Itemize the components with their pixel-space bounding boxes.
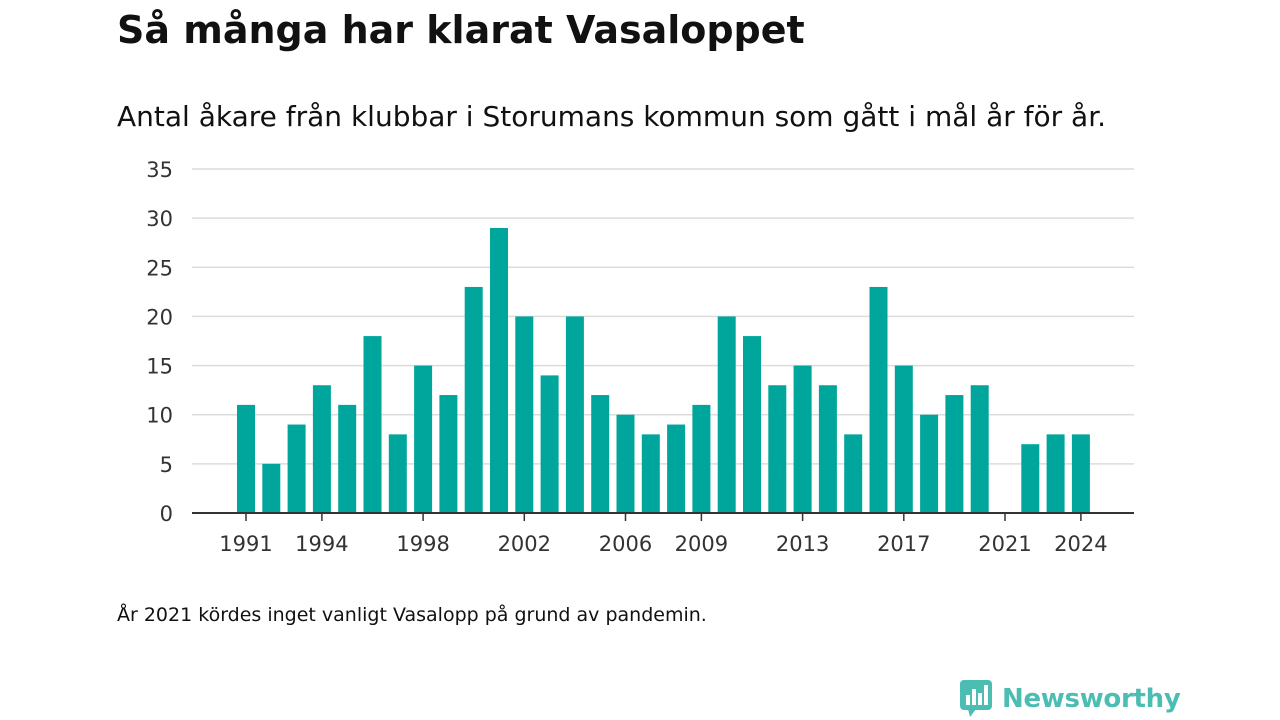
x-tick-label: 1991 [219,532,272,556]
x-tick-label: 2009 [675,532,728,556]
bar-chart: 0 5 10 15 20 25 30 35 1991 1994 1998 2002 2006 2009 2… [146,158,1134,556]
y-tick-label: 10 [146,404,173,428]
bar [464,286,483,513]
bar [287,424,306,513]
bars [237,227,1090,513]
bar [312,385,331,513]
bar [970,385,989,513]
chart-subtitle: Antal åkare från klubbar i Storumans kom… [117,100,1107,133]
bar [591,395,610,513]
bar [768,385,787,513]
bar [1046,434,1065,513]
y-tick-label: 15 [146,355,173,379]
bar [616,414,635,513]
x-tick-label: 2006 [599,532,652,556]
bar [920,414,939,513]
brand-name: Newsworthy [1002,684,1181,714]
x-tick-label: 2017 [877,532,930,556]
y-tick-label: 35 [146,158,173,182]
grid-lines [192,168,1134,465]
y-tick-label: 0 [160,502,173,526]
bar [338,404,357,513]
bar [439,395,458,513]
bar [388,434,407,513]
footnote: År 2021 kördes inget vanligt Vasalopp på… [117,604,707,626]
bar [565,316,584,513]
bar [692,404,711,513]
x-axis: 1991 1994 1998 2002 2006 2009 2013 2017 2021 2024 [192,512,1134,556]
chart-title: Så många har klarat Vasaloppet [117,8,805,52]
y-axis: 0 5 10 15 20 25 30 35 [146,158,173,526]
bar [894,365,913,513]
x-tick-label: 2002 [498,532,551,556]
bar [540,375,559,513]
bar [1021,444,1040,513]
bar [262,463,281,513]
y-tick-label: 25 [146,256,173,280]
bar [490,227,508,513]
bar [818,385,837,513]
brand-logo: Newsworthy [960,680,1181,718]
bar [1071,434,1090,513]
bar [743,336,761,513]
bar [869,286,888,513]
bar [414,365,433,513]
bar-chart-speech-bubble-icon [960,680,992,717]
x-tick-label: 1998 [396,532,449,556]
bar [363,336,382,513]
bar [945,395,964,513]
bar [844,434,863,513]
y-tick-label: 5 [160,453,173,477]
y-tick-label: 30 [146,207,173,231]
bar [717,316,736,513]
x-tick-label: 2013 [776,532,829,556]
bar [667,424,686,513]
bar [641,434,660,513]
x-tick-label: 2024 [1054,532,1107,556]
y-tick-label: 20 [146,305,173,329]
x-tick-label: 2021 [978,532,1031,556]
bar [515,316,534,513]
x-tick-label: 1994 [295,532,348,556]
bar [237,404,255,513]
bar [793,365,812,513]
